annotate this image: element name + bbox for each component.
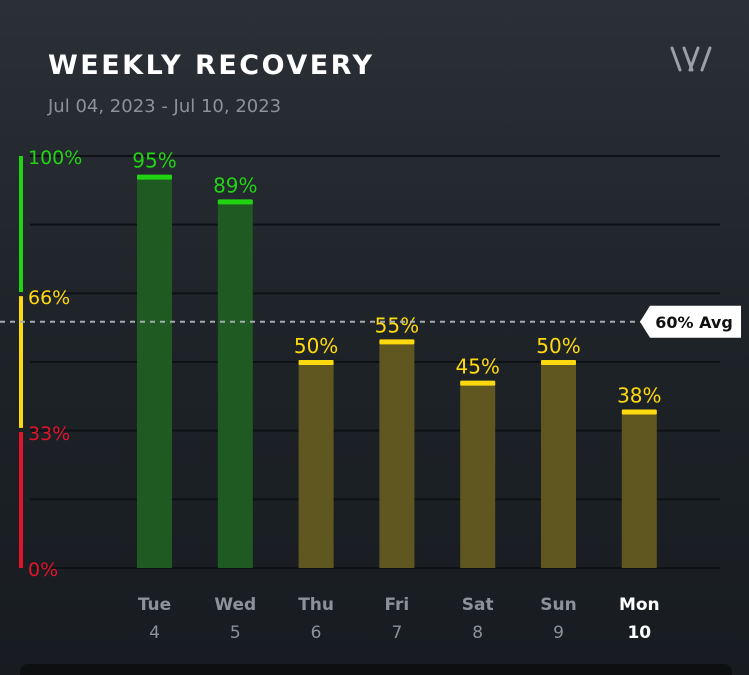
- date-range: Jul 04, 2023 - Jul 10, 2023: [48, 96, 282, 117]
- x-tick-date: 4: [149, 623, 160, 643]
- bar-cap: [621, 409, 657, 415]
- x-tick-date: 5: [230, 623, 241, 643]
- bar-cap: [137, 174, 172, 180]
- bar-value-label: 95%: [132, 149, 176, 173]
- x-tick-day: Sun: [540, 595, 576, 615]
- bar: [621, 411, 657, 568]
- bar-value-label: 50%: [294, 334, 338, 358]
- next-card-edge: [20, 664, 732, 675]
- average-pill-shape: [640, 305, 741, 338]
- x-tick-date: 9: [553, 623, 564, 643]
- average-pill: 60% Avg: [640, 305, 741, 338]
- page-title: WEEKLY RECOVERY: [48, 50, 375, 81]
- bar-cap: [217, 199, 253, 205]
- bar: [298, 362, 334, 568]
- x-tick-day: Sat: [462, 595, 494, 615]
- y-tick-label: 0%: [28, 559, 58, 581]
- x-tick-day: Tue: [138, 595, 171, 615]
- x-tick-date: 7: [391, 623, 402, 643]
- x-tick-date: 10: [627, 623, 651, 643]
- bar-cap: [541, 360, 576, 365]
- bar: [379, 341, 415, 568]
- bar-cap: [298, 360, 334, 365]
- bar-cap: [379, 339, 415, 345]
- y-tick-label: 66%: [28, 287, 70, 309]
- x-tick-date: 8: [472, 623, 483, 643]
- whoop-logo-icon: [670, 46, 712, 72]
- bar-cap: [460, 380, 496, 386]
- x-tick-day: Fri: [385, 595, 410, 615]
- x-tick-day: Wed: [214, 595, 256, 615]
- bar-value-label: 45%: [455, 355, 499, 379]
- y-tick-label: 100%: [28, 147, 82, 169]
- bar: [217, 201, 253, 568]
- average-label: 60% Avg: [655, 313, 733, 332]
- bar: [137, 176, 172, 568]
- bar-value-label: 50%: [536, 334, 580, 358]
- y-tick-label: 33%: [28, 423, 70, 445]
- bar: [541, 362, 576, 568]
- x-tick-day: Thu: [298, 595, 334, 615]
- bar-value-label: 89%: [213, 173, 257, 197]
- x-tick-date: 6: [311, 623, 322, 643]
- bar: [460, 382, 496, 568]
- x-tick-day: Mon: [619, 595, 660, 615]
- bar-value-label: 38%: [617, 383, 661, 407]
- bar-value-label: 55%: [375, 313, 419, 337]
